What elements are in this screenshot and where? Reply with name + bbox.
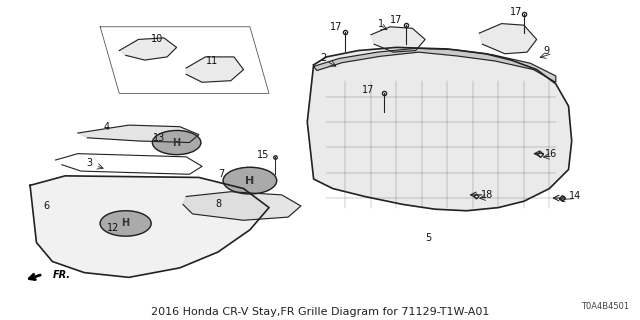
Polygon shape <box>183 192 301 220</box>
Polygon shape <box>119 38 177 60</box>
Text: 10: 10 <box>152 35 164 44</box>
Text: 2016 Honda CR-V Stay,FR Grille Diagram for 71129-T1W-A01: 2016 Honda CR-V Stay,FR Grille Diagram f… <box>151 307 489 317</box>
Text: 4: 4 <box>104 122 109 132</box>
Text: 17: 17 <box>362 85 374 95</box>
Circle shape <box>100 211 151 236</box>
Text: T0A4B4501: T0A4B4501 <box>581 302 629 311</box>
Text: 8: 8 <box>215 199 221 209</box>
Text: FR.: FR. <box>52 270 70 280</box>
Text: 16: 16 <box>545 149 557 159</box>
Text: 12: 12 <box>107 223 119 233</box>
Text: 5: 5 <box>425 233 431 243</box>
Polygon shape <box>371 27 425 52</box>
Polygon shape <box>479 24 537 54</box>
Text: 17: 17 <box>510 6 522 17</box>
Polygon shape <box>307 47 572 211</box>
Text: 3: 3 <box>86 158 92 168</box>
Text: 17: 17 <box>390 15 402 25</box>
Text: 7: 7 <box>218 169 225 179</box>
Text: 9: 9 <box>543 45 549 56</box>
Text: 1: 1 <box>378 19 383 28</box>
Text: 14: 14 <box>569 191 581 202</box>
Text: 17: 17 <box>330 22 342 32</box>
Text: H: H <box>173 138 180 148</box>
Circle shape <box>223 167 276 194</box>
Circle shape <box>152 131 201 155</box>
Text: H: H <box>245 176 255 186</box>
Text: 2: 2 <box>320 53 326 63</box>
Text: 6: 6 <box>43 201 49 211</box>
Polygon shape <box>30 176 269 277</box>
Text: 13: 13 <box>154 133 166 143</box>
Text: 18: 18 <box>481 190 493 200</box>
Text: 11: 11 <box>205 56 218 66</box>
Polygon shape <box>186 57 244 82</box>
Text: H: H <box>122 219 130 228</box>
Text: 15: 15 <box>257 150 269 160</box>
Polygon shape <box>78 125 199 142</box>
Polygon shape <box>314 48 556 82</box>
